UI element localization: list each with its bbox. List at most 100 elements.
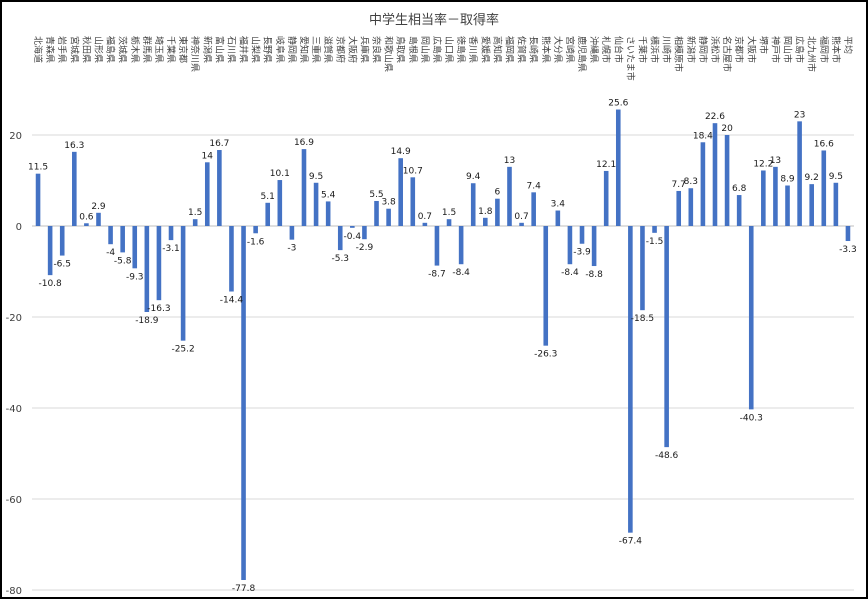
y-tick-label: -60	[6, 495, 22, 506]
data-label: -0.4	[344, 232, 362, 242]
bar	[821, 150, 827, 226]
data-label: -25.2	[171, 345, 194, 355]
category-label: 栃木県	[129, 36, 141, 63]
bar	[458, 226, 464, 265]
category-label: 兵庫県	[358, 36, 370, 63]
data-label: 0.7	[514, 212, 528, 222]
category-label: 大分県	[552, 36, 564, 63]
bar	[84, 223, 89, 226]
bar	[652, 226, 657, 233]
category-label: 福井県	[238, 36, 250, 63]
data-label: 12.2	[753, 159, 773, 169]
category-label: 名古屋市	[721, 36, 733, 72]
data-label: -18.9	[135, 316, 159, 326]
category-label: 北九州市	[806, 36, 818, 72]
data-label: -3.1	[162, 244, 180, 254]
data-label: 5.1	[261, 192, 275, 202]
category-label: 岐阜県	[274, 36, 286, 63]
bar	[144, 226, 150, 312]
y-tick-label: -40	[6, 404, 22, 415]
bar	[398, 158, 403, 226]
category-label: 福島県	[105, 36, 117, 63]
data-label: -40.3	[740, 413, 763, 423]
data-label: -18.5	[631, 314, 654, 324]
data-label: 0.7	[418, 212, 432, 222]
data-label: 16.3	[64, 141, 84, 151]
category-label: 鹿児島県	[576, 36, 588, 72]
bar	[350, 226, 355, 228]
category-label: 横浜市	[649, 36, 661, 63]
data-label: 14	[202, 151, 214, 161]
category-label: 滋賀県	[322, 36, 334, 63]
bar	[386, 208, 391, 226]
category-label: 青森県	[44, 36, 56, 63]
data-label: 5.4	[321, 190, 336, 200]
bar	[591, 226, 597, 267]
data-label: -8.7	[428, 270, 446, 280]
bar	[676, 190, 682, 226]
data-label: 0.6	[79, 212, 94, 222]
data-label: 12.1	[596, 160, 616, 170]
category-labels: 北海道 青森県 岩手県 宮城県 秋田県 山形県 福島県 茨城県 栃木県 群馬県 埼玉県 千葉県 東京都神…	[32, 36, 854, 81]
data-label: -9.3	[126, 272, 144, 282]
category-label: 宮崎県	[564, 36, 576, 63]
bar	[470, 183, 476, 226]
bar	[809, 184, 814, 226]
category-label: 山形県	[92, 36, 104, 63]
category-label: 秋田県	[80, 36, 92, 63]
data-label: 23	[794, 110, 805, 120]
bar	[241, 226, 246, 580]
y-tick-label: -80	[6, 586, 22, 597]
bar	[688, 188, 694, 226]
bar	[180, 226, 186, 341]
data-label: 16.9	[294, 138, 314, 148]
bar	[567, 226, 573, 265]
bar	[615, 109, 621, 226]
data-label: 14.9	[391, 147, 411, 157]
bar	[736, 195, 742, 226]
category-label: 静岡県	[286, 36, 298, 63]
category-label: 広島市	[794, 36, 806, 63]
bar	[495, 198, 500, 226]
data-label: -10.8	[38, 279, 62, 289]
data-label: -2.9	[356, 243, 374, 253]
bar	[313, 182, 319, 226]
data-labels: 11.5 -10.8 -6.5 16.3 0.62.9 -4-5.8 -9.3 -18.9 -1…	[28, 99, 857, 594]
category-label: 宮城県	[68, 36, 80, 63]
data-label: 9.5	[309, 172, 323, 182]
bar	[35, 173, 41, 226]
bar	[410, 177, 416, 226]
bar	[277, 180, 283, 226]
bar	[47, 226, 53, 276]
bar	[724, 135, 730, 226]
data-label: 20	[721, 124, 733, 134]
data-label: -16.3	[147, 304, 170, 314]
bar	[301, 149, 307, 226]
data-label: 3.4	[551, 200, 566, 210]
bar	[519, 222, 524, 226]
category-label: 香川県	[467, 36, 478, 63]
bar	[579, 226, 585, 244]
bar	[192, 219, 198, 226]
category-label: 徳島県	[455, 36, 467, 63]
bar	[483, 217, 488, 226]
category-label: 島根県	[407, 36, 419, 63]
bar	[434, 226, 440, 266]
category-label: 佐賀県	[516, 36, 528, 63]
category-label: 東京都	[177, 36, 189, 63]
data-label: 5.5	[369, 190, 383, 200]
chart-title: 中学生相当率－取得率	[369, 12, 499, 28]
data-label: -4	[106, 248, 115, 258]
data-label: 13	[770, 156, 781, 166]
bar	[603, 170, 609, 226]
y-tick-label: 0	[16, 222, 22, 233]
category-label: 仙台市	[612, 36, 624, 63]
bar	[253, 226, 258, 234]
bar	[833, 182, 839, 226]
category-label: さいたま市	[624, 36, 636, 81]
data-label: -1.5	[646, 237, 664, 247]
data-label: 6	[495, 188, 501, 198]
category-label: 熊本県	[540, 36, 552, 63]
data-label: 3.8	[381, 198, 396, 208]
category-label: 堺市	[757, 36, 769, 54]
